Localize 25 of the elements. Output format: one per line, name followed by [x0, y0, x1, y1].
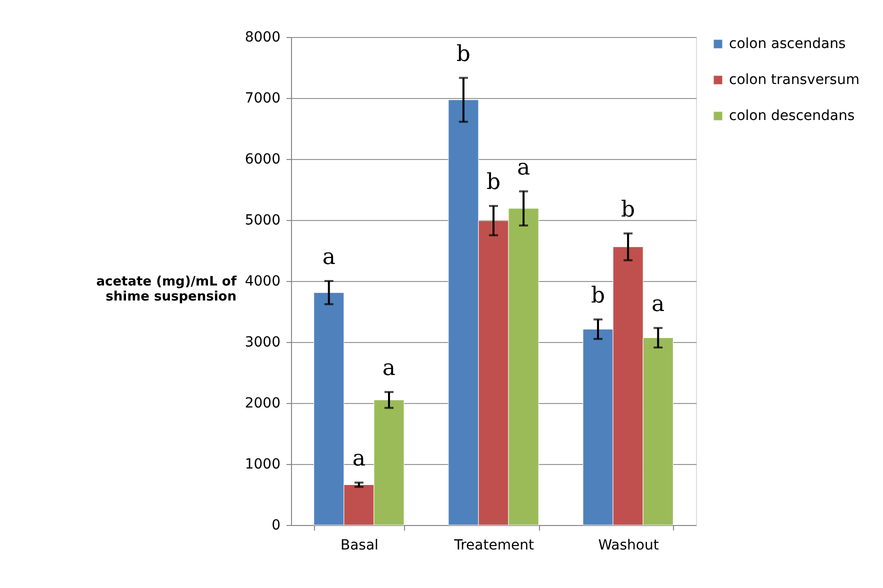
- y-tick-label: 5000: [244, 212, 280, 228]
- annotation: b: [486, 170, 501, 195]
- y-tick-label: 3000: [244, 334, 280, 350]
- annotation: b: [621, 197, 636, 222]
- x-tick-label: Basal: [340, 538, 378, 554]
- y-tick-label: 8000: [244, 30, 280, 46]
- y-tick-label: 1000: [244, 456, 280, 472]
- annotation: a: [322, 245, 336, 270]
- y-tick-label: 4000: [244, 274, 280, 290]
- x-tick-label: Treatement: [453, 538, 534, 554]
- legend-label: colon ascendans: [729, 36, 846, 52]
- legend-label: colon transversum: [729, 72, 860, 88]
- y-tick-label: 0: [272, 518, 280, 534]
- y-axis-title: acetate (mg)/mL of shime suspension: [96, 274, 237, 304]
- x-tick-label: Washout: [598, 538, 660, 554]
- legend-label: colon descendans: [729, 108, 855, 124]
- annotation: a: [352, 446, 366, 472]
- annotation: a: [652, 292, 665, 317]
- annotation: a: [516, 155, 530, 180]
- annotation: b: [590, 283, 606, 308]
- annotation: a: [382, 356, 396, 382]
- y-tick-label: 7000: [244, 90, 280, 106]
- annotation: b: [456, 42, 470, 67]
- y-tick-label: 6000: [244, 152, 280, 168]
- y-tick-label: 2000: [244, 396, 280, 412]
